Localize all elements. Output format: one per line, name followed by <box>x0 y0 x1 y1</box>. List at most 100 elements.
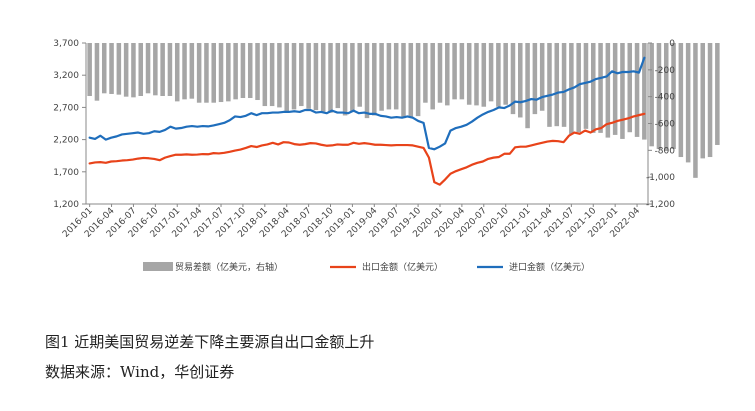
trade-balance-bar <box>642 43 647 140</box>
trade-balance-bar <box>437 43 443 103</box>
left-tick-label: 3,200 <box>53 71 79 81</box>
trade-balance-bar <box>605 43 611 138</box>
trade-balance-bar <box>634 43 640 137</box>
trade-balance-bar <box>350 43 355 113</box>
trade-balance-bar <box>269 43 275 107</box>
trade-balance-bar <box>678 43 684 158</box>
chart: 1,200 1,700 2,200 2,700 3,200 3,700 0 -200 -400 -… <box>53 39 720 273</box>
trade-balance-bar <box>218 43 224 103</box>
trade-balance-bar <box>306 43 311 109</box>
trade-balance-bar <box>496 43 501 107</box>
trade-balance-bar <box>393 43 399 110</box>
trade-balance-bar <box>423 43 428 103</box>
trade-balance-bar <box>547 43 552 127</box>
trade-balance-bar <box>153 43 158 96</box>
trade-balance-bar <box>328 43 333 113</box>
trade-balance-bar <box>277 43 282 108</box>
trade-balance-bar <box>663 43 669 151</box>
legend: 贸易差额（亿美元，右轴） 出口金额（亿美元） 进口金额（亿美元） <box>143 261 590 273</box>
trade-balance-bar <box>408 43 414 117</box>
trade-balance-bar <box>576 43 581 133</box>
trade-balance-bar <box>503 43 508 105</box>
trade-balance-bar <box>481 43 487 107</box>
trade-balance-bar <box>466 43 472 105</box>
trade-balance-bar <box>649 43 654 147</box>
trade-balance-bar <box>685 43 691 163</box>
trade-balance-bar <box>715 43 720 145</box>
right-tick-label: -800 <box>655 146 676 156</box>
trade-balance-bar <box>627 43 633 133</box>
trade-balance-bar <box>284 43 289 112</box>
trade-balance-bar <box>335 43 341 109</box>
right-tick-label: -1,000 <box>646 173 675 183</box>
trade-balance-bar <box>612 43 618 135</box>
trade-balance-bar <box>313 43 319 111</box>
trade-balance-bar <box>299 43 304 107</box>
legend-swatch-trade-balance <box>143 262 173 271</box>
trade-balance-bar <box>554 43 560 127</box>
trade-balance-bar <box>561 43 567 127</box>
figure-caption: 图1 近期美国贸易逆差下降主要源自出口金额上升 <box>45 333 375 351</box>
left-tick-label: 1,700 <box>53 168 79 178</box>
left-tick-label: 1,200 <box>53 200 79 210</box>
trade-balance-bar <box>474 43 479 106</box>
trade-balance-bar <box>379 43 384 111</box>
trade-balance-bar <box>415 43 421 117</box>
trade-balance-bar <box>700 43 706 159</box>
trade-balance-bar <box>145 43 151 94</box>
trade-balance-bar <box>167 43 173 96</box>
trade-balance-bar <box>255 43 260 101</box>
legend-label: 进口金额（亿美元） <box>509 261 590 273</box>
left-tick-label: 2,200 <box>53 136 79 146</box>
trade-balance-bar <box>401 43 406 119</box>
series-lines <box>88 56 646 186</box>
trade-balance-bar <box>320 43 326 112</box>
trade-balance-bar <box>291 43 297 110</box>
trade-balance-bar <box>459 43 465 100</box>
trade-balance-bar <box>94 43 100 101</box>
trade-balance-bar <box>430 43 435 110</box>
right-tick-label: -600 <box>655 120 676 130</box>
trade-balance-bar <box>109 43 114 94</box>
trade-balance-bar <box>262 43 268 107</box>
trade-balance-bar <box>598 43 603 133</box>
right-tick-label: -1,200 <box>646 200 675 210</box>
trade-balance-bar <box>116 43 122 95</box>
trade-balance-bar <box>182 43 187 100</box>
trade-balance-bar <box>532 43 538 115</box>
trade-balance-bar <box>518 43 523 118</box>
export-line <box>88 112 646 186</box>
trade-balance-bar <box>211 43 216 103</box>
trade-balance-bar <box>372 43 377 116</box>
import-line <box>88 56 646 151</box>
trade-balance-bar <box>539 43 545 111</box>
trade-balance-bar <box>101 43 107 94</box>
trade-balance-bar <box>226 43 231 102</box>
trade-balance-bar <box>357 43 362 107</box>
trade-balance-bar <box>174 43 180 102</box>
trade-balance-bar <box>342 43 348 116</box>
trade-balance-bar <box>204 43 209 103</box>
trade-balance-bar <box>123 43 129 97</box>
trade-balance-bar <box>240 43 246 99</box>
trade-balance-bar <box>671 43 676 149</box>
trade-balance-bars <box>87 43 720 178</box>
trade-balance-bar <box>131 43 136 98</box>
trade-balance-bar <box>693 43 698 178</box>
trade-balance-bar <box>583 43 589 129</box>
trade-balance-bar <box>138 43 144 96</box>
trade-balance-bar <box>247 43 253 99</box>
trade-balance-bar <box>707 43 713 158</box>
right-tick-label: 0 <box>669 39 675 49</box>
trade-balance-bar <box>656 43 662 149</box>
trade-balance-bar <box>620 43 625 139</box>
trade-balance-bar <box>525 43 530 129</box>
trade-balance-bar <box>87 43 92 96</box>
trade-balance-bar <box>364 43 370 119</box>
trade-balance-bar <box>189 43 195 99</box>
trade-balance-bar <box>452 43 457 100</box>
right-tick-label: -400 <box>655 93 676 103</box>
source-note: 数据来源：Wind，华创证券 <box>45 363 235 381</box>
left-tick-label: 2,700 <box>53 103 79 113</box>
trade-balance-bar <box>196 43 202 103</box>
